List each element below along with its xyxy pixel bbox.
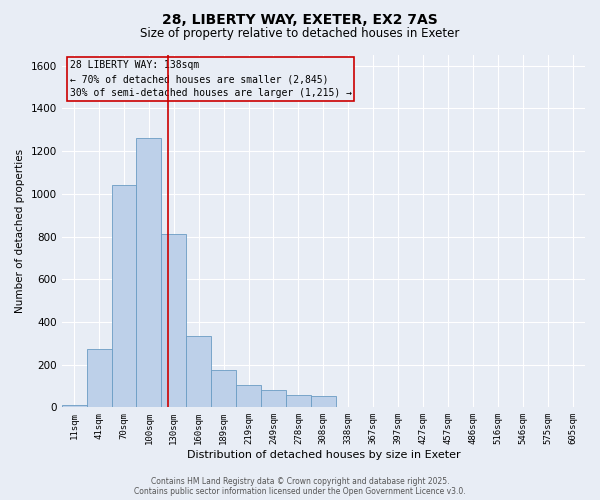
Bar (261, 390, 286, 407)
Bar (161, 234, 186, 408)
Bar (186, 336, 211, 407)
Bar (236, 385, 261, 407)
Text: Size of property relative to detached houses in Exeter: Size of property relative to detached ho… (140, 28, 460, 40)
Text: Contains HM Land Registry data © Crown copyright and database right 2025.
Contai: Contains HM Land Registry data © Crown c… (134, 476, 466, 496)
Bar (136, 138, 161, 407)
Bar (311, 396, 336, 407)
Bar (86, 348, 112, 408)
Text: 28, LIBERTY WAY, EXETER, EX2 7AS: 28, LIBERTY WAY, EXETER, EX2 7AS (162, 12, 438, 26)
Bar (211, 370, 236, 408)
Bar (286, 394, 311, 407)
Bar (62, 405, 86, 407)
Y-axis label: Number of detached properties: Number of detached properties (15, 149, 25, 313)
Text: 28 LIBERTY WAY: 138sqm
← 70% of detached houses are smaller (2,845)
30% of semi-: 28 LIBERTY WAY: 138sqm ← 70% of detached… (70, 60, 352, 98)
Bar (112, 186, 136, 408)
X-axis label: Distribution of detached houses by size in Exeter: Distribution of detached houses by size … (187, 450, 460, 460)
